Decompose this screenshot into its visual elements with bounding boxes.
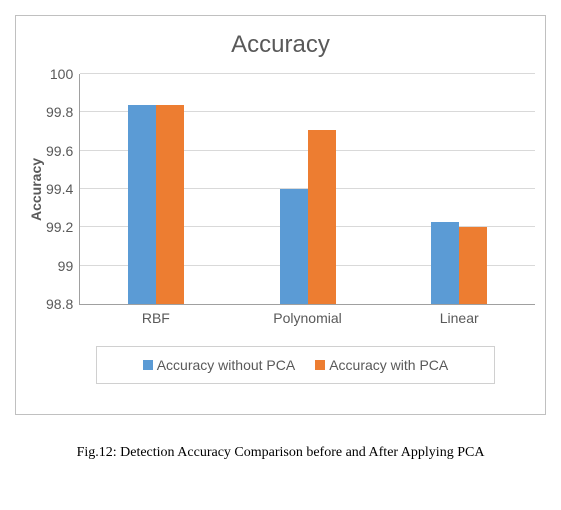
legend-swatch-icon (315, 360, 325, 370)
xlabel: RBF (80, 310, 232, 326)
plot-area (79, 74, 535, 305)
legend-item-without-pca: Accuracy without PCA (143, 357, 296, 373)
bar-group (383, 74, 535, 304)
bar (459, 227, 487, 304)
bar (128, 105, 156, 304)
y-axis-ticks: 100 99.8 99.6 99.4 99.2 99 98.8 (46, 74, 79, 304)
y-axis-label: Accuracy (26, 74, 46, 304)
xlabel: Linear (383, 310, 535, 326)
bar (431, 222, 459, 304)
legend: Accuracy without PCA Accuracy with PCA (96, 346, 495, 384)
chart-title: Accuracy (26, 31, 535, 59)
bar (156, 105, 184, 304)
legend-item-with-pca: Accuracy with PCA (315, 357, 448, 373)
bar (280, 189, 308, 304)
legend-label: Accuracy with PCA (329, 357, 448, 373)
xlabel: Polynomial (232, 310, 384, 326)
bar-group (80, 74, 232, 304)
x-axis-labels: RBF Polynomial Linear (80, 310, 535, 326)
legend-swatch-icon (143, 360, 153, 370)
figure-caption: Fig.12: Detection Accuracy Comparison be… (15, 445, 546, 461)
bar-group (232, 74, 384, 304)
legend-label: Accuracy without PCA (157, 357, 296, 373)
plot-wrapper: Accuracy 100 99.8 99.6 99.4 99.2 99 98.8 (26, 74, 535, 304)
chart-container: Accuracy Accuracy 100 99.8 99.6 99.4 99.… (15, 15, 546, 415)
bars-layer (80, 74, 535, 304)
bar (308, 130, 336, 304)
